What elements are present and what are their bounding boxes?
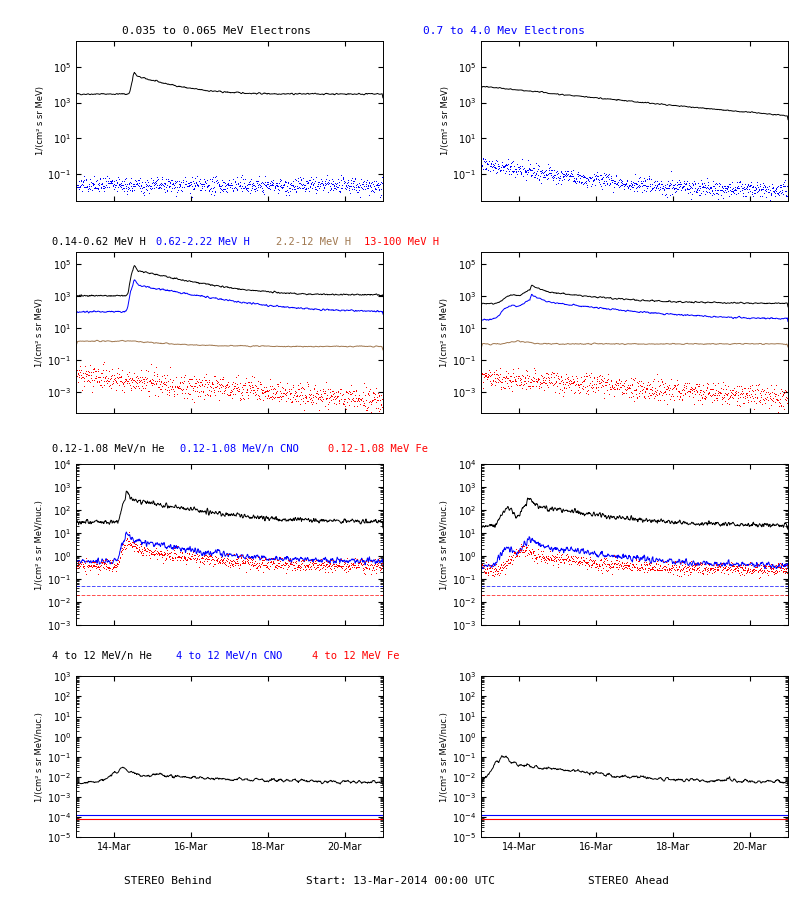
- Y-axis label: 1/(cm² s sr MeV/nuc.): 1/(cm² s sr MeV/nuc.): [35, 500, 44, 590]
- Y-axis label: 1/(cm² s sr MeV): 1/(cm² s sr MeV): [35, 298, 44, 367]
- Text: 2.2-12 MeV H: 2.2-12 MeV H: [276, 237, 351, 247]
- Y-axis label: 1/(cm² s sr MeV): 1/(cm² s sr MeV): [35, 86, 45, 156]
- Y-axis label: 1/(cm² s sr MeV): 1/(cm² s sr MeV): [441, 298, 450, 367]
- Text: 4 to 12 MeV Fe: 4 to 12 MeV Fe: [312, 651, 399, 661]
- Text: 0.14-0.62 MeV H: 0.14-0.62 MeV H: [52, 237, 146, 247]
- Text: 0.12-1.08 MeV/n He: 0.12-1.08 MeV/n He: [52, 444, 165, 454]
- Text: 4 to 12 MeV/n CNO: 4 to 12 MeV/n CNO: [176, 651, 282, 661]
- Text: Start: 13-Mar-2014 00:00 UTC: Start: 13-Mar-2014 00:00 UTC: [306, 876, 494, 886]
- Y-axis label: 1/(cm² s sr MeV/nuc.): 1/(cm² s sr MeV/nuc.): [35, 712, 44, 802]
- Text: 0.62-2.22 MeV H: 0.62-2.22 MeV H: [156, 237, 250, 247]
- Y-axis label: 1/(cm² s sr MeV): 1/(cm² s sr MeV): [441, 86, 450, 156]
- Text: 4 to 12 MeV/n He: 4 to 12 MeV/n He: [52, 651, 152, 661]
- Y-axis label: 1/(cm² s sr MeV/nuc.): 1/(cm² s sr MeV/nuc.): [440, 712, 450, 802]
- Text: STEREO Behind: STEREO Behind: [124, 876, 212, 886]
- Text: 0.7 to 4.0 Mev Electrons: 0.7 to 4.0 Mev Electrons: [423, 26, 585, 36]
- Text: 0.035 to 0.065 MeV Electrons: 0.035 to 0.065 MeV Electrons: [122, 26, 310, 36]
- Text: 0.12-1.08 MeV/n CNO: 0.12-1.08 MeV/n CNO: [180, 444, 298, 454]
- Text: STEREO Ahead: STEREO Ahead: [587, 876, 669, 886]
- Text: 0.12-1.08 MeV Fe: 0.12-1.08 MeV Fe: [328, 444, 428, 454]
- Text: 13-100 MeV H: 13-100 MeV H: [364, 237, 439, 247]
- Y-axis label: 1/(cm² s sr MeV/nuc.): 1/(cm² s sr MeV/nuc.): [441, 500, 450, 590]
